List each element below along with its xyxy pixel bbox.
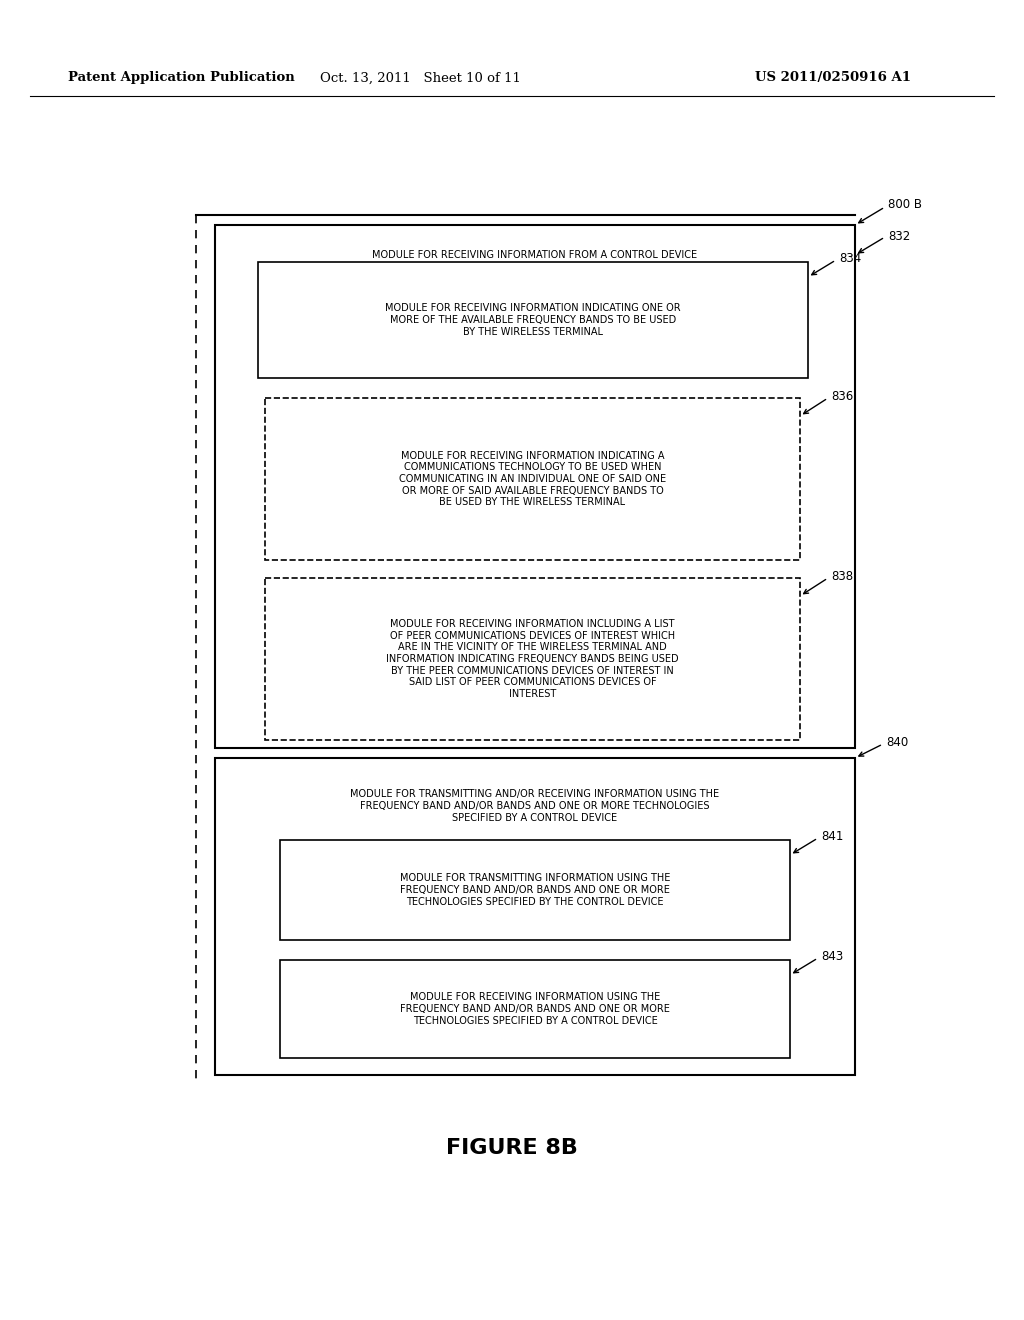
- Text: 834: 834: [839, 252, 861, 265]
- Text: MODULE FOR TRANSMITTING AND/OR RECEIVING INFORMATION USING THE
FREQUENCY BAND AN: MODULE FOR TRANSMITTING AND/OR RECEIVING…: [350, 789, 720, 822]
- Bar: [258, 261, 808, 378]
- Text: 838: 838: [831, 570, 853, 583]
- Text: MODULE FOR RECEIVING INFORMATION INDICATING ONE OR
MORE OF THE AVAILABLE FREQUEN: MODULE FOR RECEIVING INFORMATION INDICAT…: [385, 304, 681, 337]
- Text: 800 B: 800 B: [888, 198, 922, 211]
- Text: Patent Application Publication: Patent Application Publication: [68, 71, 295, 84]
- Text: MODULE FOR RECEIVING INFORMATION USING THE
FREQUENCY BAND AND/OR BANDS AND ONE O: MODULE FOR RECEIVING INFORMATION USING T…: [400, 993, 670, 1026]
- Text: 841: 841: [821, 830, 844, 843]
- Text: 832: 832: [888, 230, 910, 243]
- Bar: [215, 224, 855, 748]
- Text: 843: 843: [821, 950, 843, 964]
- Bar: [265, 578, 800, 741]
- Bar: [215, 758, 855, 1074]
- Bar: [280, 840, 790, 940]
- Text: US 2011/0250916 A1: US 2011/0250916 A1: [755, 71, 911, 84]
- Text: 840: 840: [886, 737, 908, 750]
- Text: MODULE FOR RECEIVING INFORMATION INCLUDING A LIST
OF PEER COMMUNICATIONS DEVICES: MODULE FOR RECEIVING INFORMATION INCLUDI…: [386, 619, 679, 698]
- Text: FIGURE 8B: FIGURE 8B: [446, 1138, 578, 1158]
- Text: 836: 836: [831, 391, 853, 404]
- Text: MODULE FOR TRANSMITTING INFORMATION USING THE
FREQUENCY BAND AND/OR BANDS AND ON: MODULE FOR TRANSMITTING INFORMATION USIN…: [399, 874, 670, 907]
- Bar: [265, 399, 800, 560]
- Text: MODULE FOR RECEIVING INFORMATION FROM A CONTROL DEVICE: MODULE FOR RECEIVING INFORMATION FROM A …: [373, 249, 697, 260]
- Text: Oct. 13, 2011   Sheet 10 of 11: Oct. 13, 2011 Sheet 10 of 11: [319, 71, 520, 84]
- Text: MODULE FOR RECEIVING INFORMATION INDICATING A
COMMUNICATIONS TECHNOLOGY TO BE US: MODULE FOR RECEIVING INFORMATION INDICAT…: [399, 451, 666, 507]
- Bar: [280, 960, 790, 1059]
